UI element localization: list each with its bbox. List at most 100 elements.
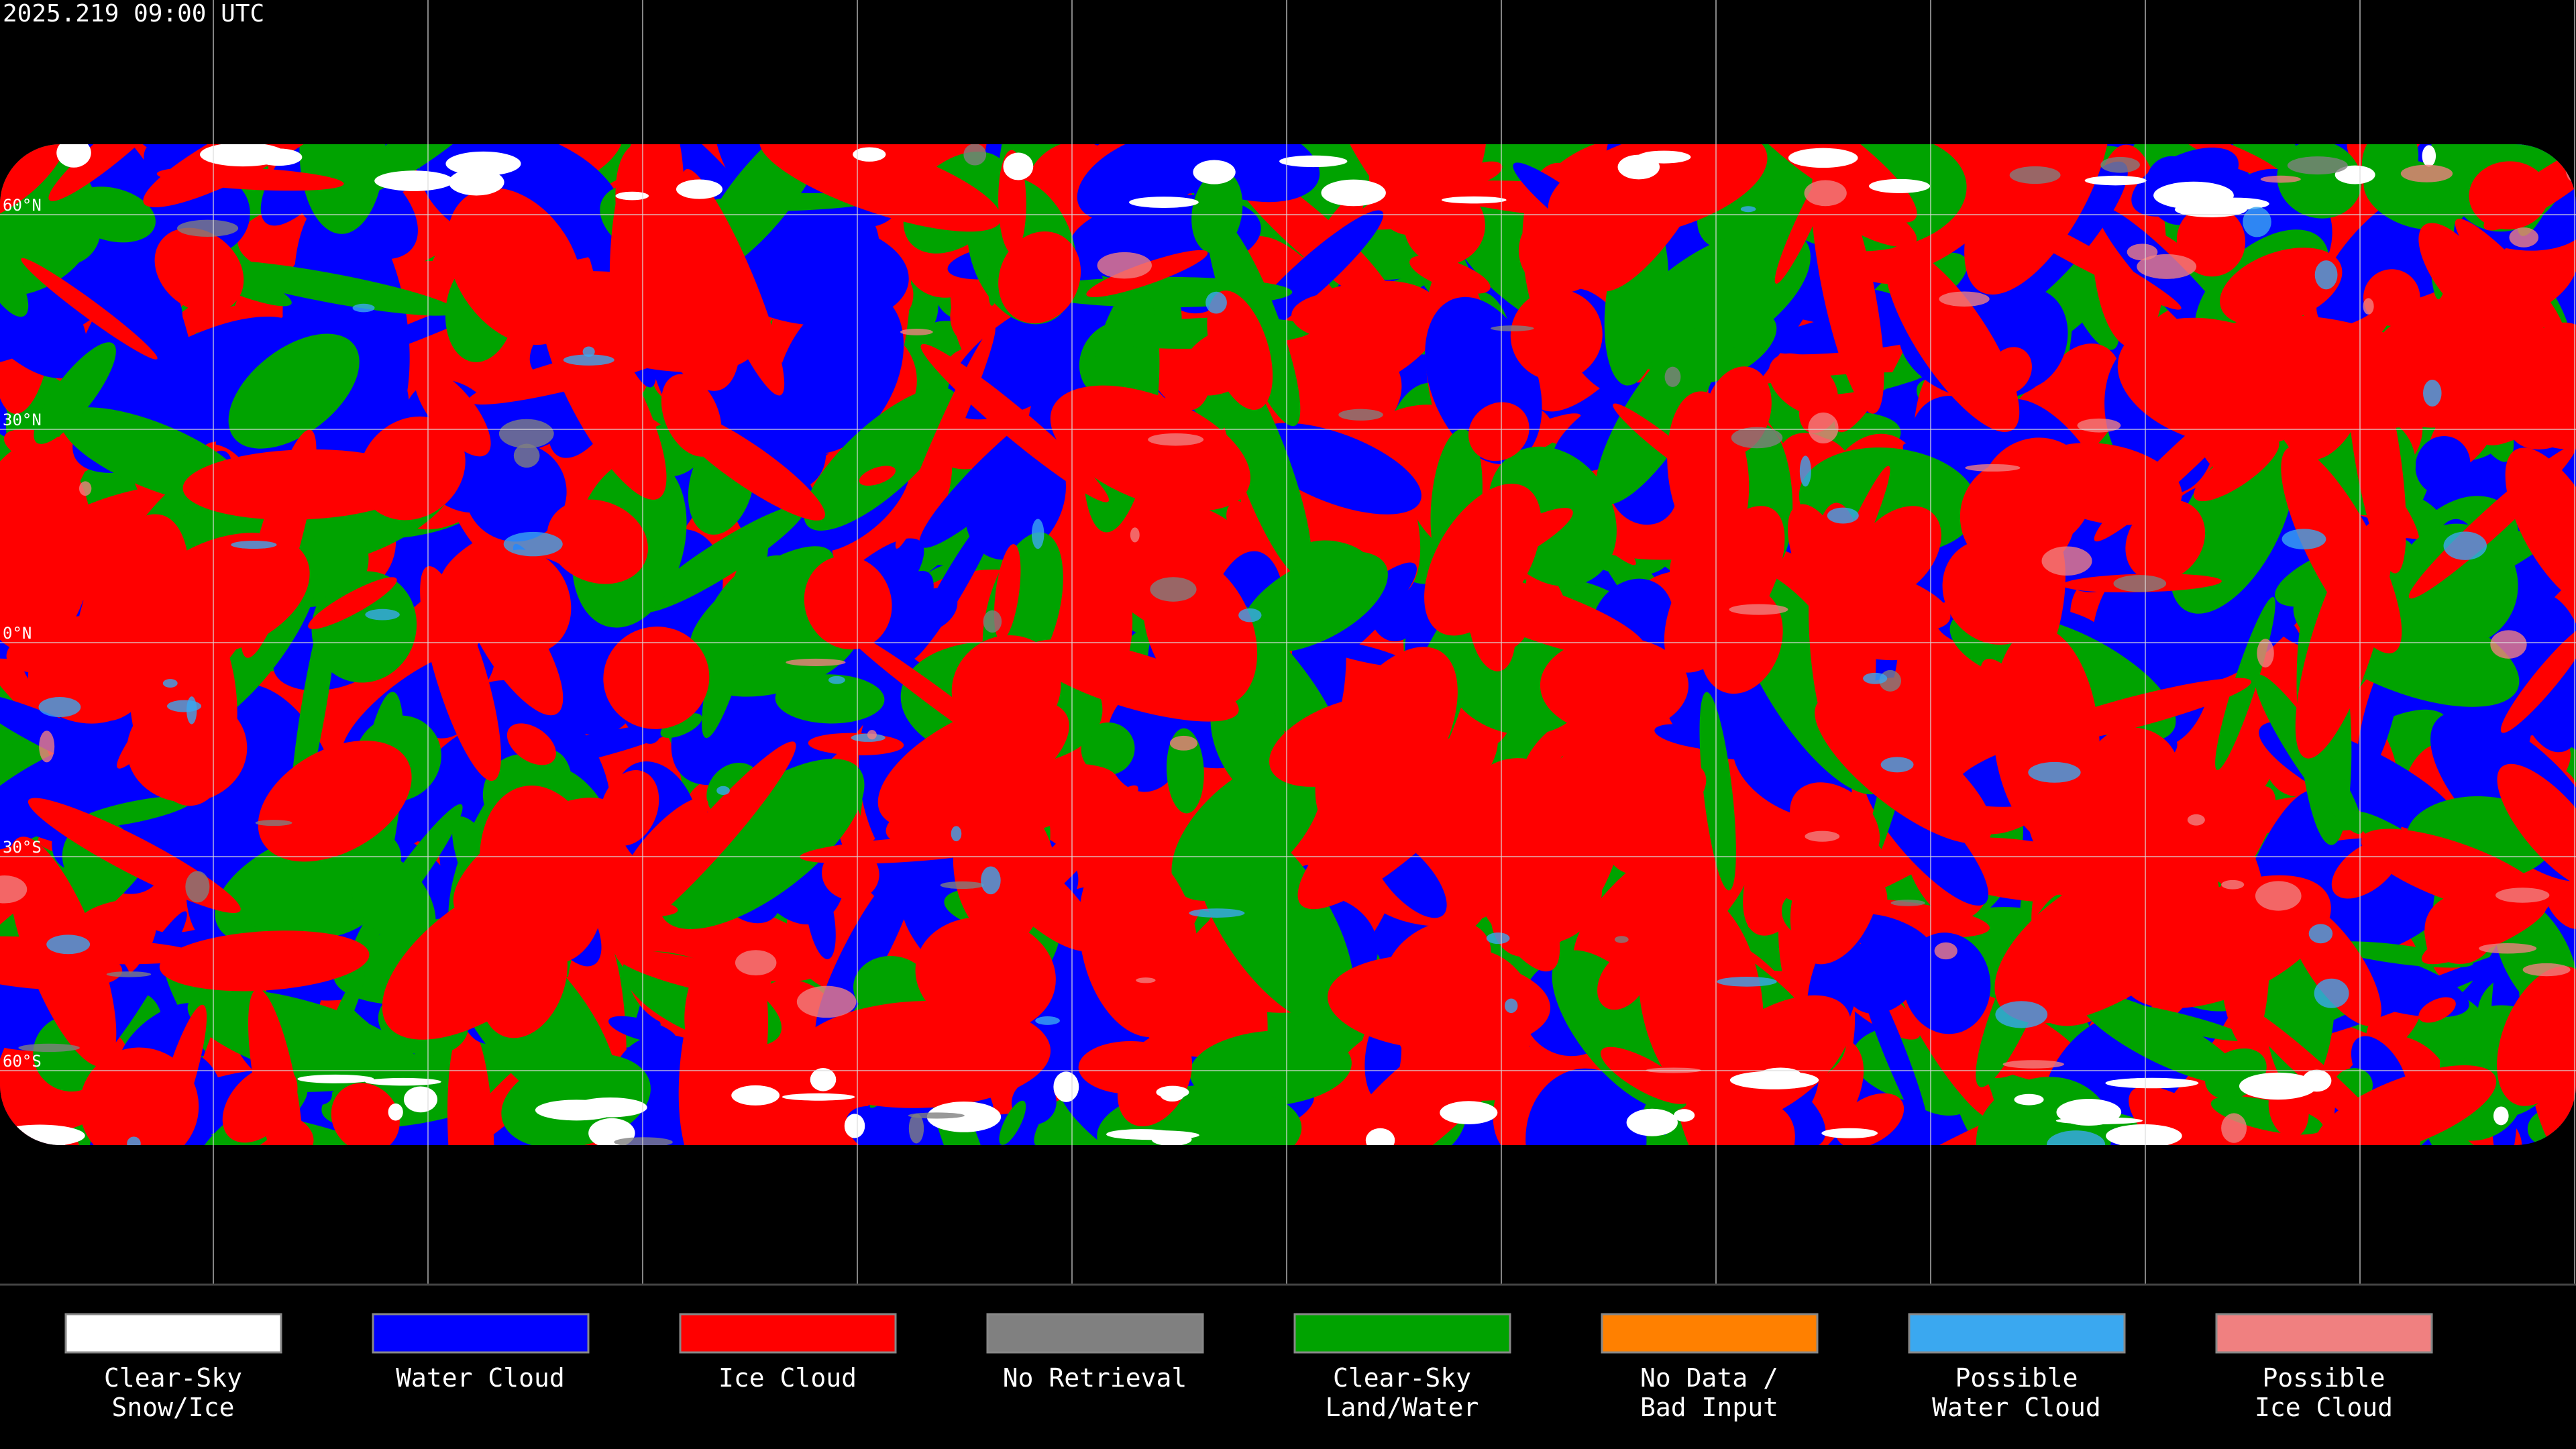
legend-swatch [679,1313,897,1354]
cloud-region [2078,992,2241,1084]
sparse-region [983,610,1002,633]
cloud-region [480,918,568,1038]
sparse-region [1205,291,1227,314]
cloud-region [1078,1040,1184,1095]
sparse-region [614,1137,673,1145]
cloud-region [753,1018,1001,1080]
cloud-region [541,288,667,500]
snow-ice-region [365,1077,441,1086]
sparse-region [2255,881,2302,911]
snow-ice-region [2239,1072,2317,1100]
sparse-region [1130,527,1140,543]
cloud-region [348,850,436,948]
cloud-region [482,549,572,653]
snow-ice-region [2334,165,2375,184]
sparse-region [2423,379,2442,407]
sparse-region [1804,180,1847,207]
sparse-region [352,303,375,313]
cloud-region [1291,290,1420,343]
cloud-region [34,342,116,444]
sparse-region [1614,936,1629,943]
sparse-region [2443,531,2487,560]
cloud-region [547,499,648,584]
cloud-region [920,343,1110,502]
legend-label: No Data / [1640,1363,1778,1393]
sparse-region [46,934,91,955]
cloud-region [447,1022,494,1145]
cloud-region [1490,765,1623,957]
sparse-region [2028,761,2081,783]
sparse-region [1939,291,1990,307]
legend-label: Possible [2262,1363,2385,1393]
sparse-region [1880,757,1914,773]
legend-label: Ice Cloud [2255,1393,2393,1422]
sparse-region [2257,639,2274,667]
cloud-region [1638,888,1764,1107]
cloud-region [1967,193,2182,310]
cloud-region [660,713,702,739]
cloud-region [187,989,423,1089]
cloud-region [151,1004,207,1145]
cloud-region [761,345,872,415]
cloud-region [1699,692,1736,891]
snow-ice-region [2106,1124,2182,1145]
sparse-region [716,786,730,796]
sparse-region [796,985,857,1018]
sparse-region [908,1113,924,1144]
legend-label: Possible [1955,1363,2078,1393]
sparse-region [2282,529,2326,549]
cloud-region [2103,1002,2249,1041]
cloud-region [2176,205,2246,277]
cloud-region [2536,1042,2576,1124]
cloud-region [2397,523,2518,647]
snow-ice-region [1821,1128,1878,1138]
cloud-region [908,506,1000,661]
sparse-region [1890,900,1925,906]
cloud-region [228,333,360,449]
sparse-region [2100,156,2140,173]
sparse-region [2127,244,2158,261]
sparse-region [2490,630,2527,659]
cloud-region [1518,207,1606,293]
sparse-region [867,730,877,740]
legend-label: Water Cloud [396,1363,565,1393]
cloud-region [1387,933,1503,1094]
snow-ice-region [1869,178,1931,193]
sparse-region [2221,879,2245,890]
snow-ice-region [1441,196,1507,204]
latitude-label: 60°S [3,1052,42,1071]
snow-ice-region [676,179,723,199]
sparse-region [1169,735,1198,751]
sparse-region [1150,577,1197,602]
cloud-region [506,723,556,765]
sparse-region [2243,207,2271,237]
sparse-region [828,676,845,684]
sparse-region [231,541,277,549]
snow-ice-region [1674,1109,1695,1122]
sparse-region [1805,830,1840,842]
cloud-region [877,700,1069,828]
sparse-region [1097,252,1152,279]
cloud-region [74,796,193,828]
cloud-region [1458,161,1503,185]
sparse-region [908,1112,965,1119]
cloud-region [77,898,174,938]
cloud-region [2346,324,2406,574]
sparse-region [106,971,152,977]
snow-ice-region [374,170,453,191]
sparse-region [1031,519,1044,549]
sparse-region [2113,575,2167,592]
cloud-region [998,231,1081,324]
cloud-region [542,892,678,918]
cloud-region [1902,932,1991,1034]
sparse-region [1827,507,1859,524]
cloud-region [824,237,900,333]
cloud-region [6,614,136,674]
sparse-region [2479,943,2537,954]
snow-ice-region [2105,1077,2199,1089]
legend-swatch [372,1313,590,1354]
snow-ice-region [1440,1101,1498,1124]
cloud-region [1960,459,2076,575]
cloud-region [154,227,244,313]
